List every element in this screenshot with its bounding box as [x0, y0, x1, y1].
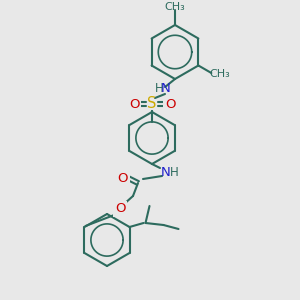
- Text: H: H: [169, 166, 178, 178]
- Text: CH₃: CH₃: [209, 69, 230, 79]
- Text: O: O: [165, 98, 175, 110]
- Text: N: N: [161, 166, 171, 178]
- Text: O: O: [115, 202, 125, 215]
- Text: N: N: [161, 82, 171, 95]
- Text: S: S: [147, 97, 157, 112]
- Text: H: H: [154, 82, 164, 95]
- Text: O: O: [118, 172, 128, 184]
- Text: CH₃: CH₃: [165, 2, 185, 12]
- Text: O: O: [129, 98, 139, 110]
